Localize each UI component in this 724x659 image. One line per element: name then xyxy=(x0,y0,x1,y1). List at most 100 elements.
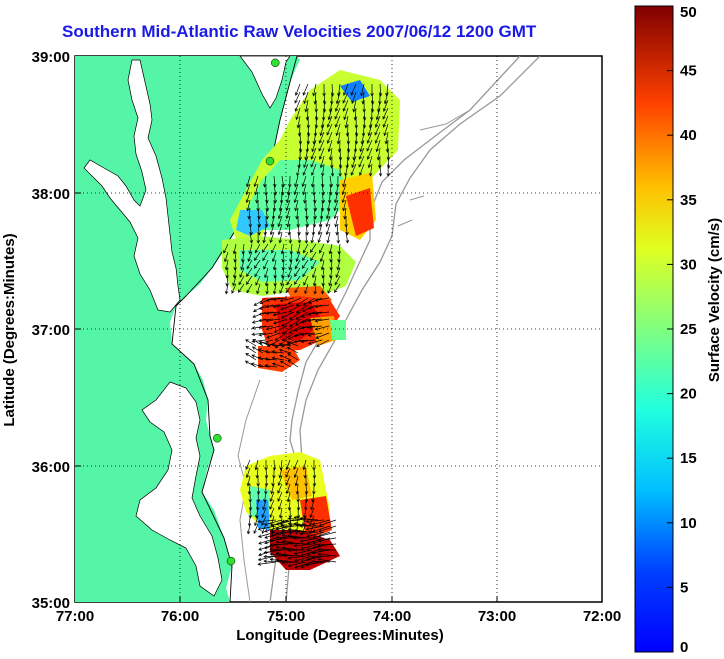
velocity-arrow xyxy=(257,531,277,538)
velocity-arrow xyxy=(326,123,333,136)
lon-tick: 77:00 xyxy=(56,608,94,625)
velocity-arrow xyxy=(246,267,253,277)
lat-tick: 38:00 xyxy=(32,186,70,203)
velocity-arrow xyxy=(293,191,299,204)
velocity-arrow xyxy=(310,499,315,511)
velocity-arrow xyxy=(299,543,319,550)
velocity-arrow xyxy=(360,83,365,97)
colorbar-tick-label: 15 xyxy=(680,450,697,467)
velocity-arrow xyxy=(342,91,349,104)
velocity-arrow xyxy=(278,499,283,511)
velocity-arrow xyxy=(319,243,325,254)
velocity-arrow xyxy=(281,524,301,528)
velocity-arrow xyxy=(269,231,275,244)
velocity-arrow xyxy=(383,123,389,137)
velocity-arrow xyxy=(275,545,295,551)
velocity-arrow xyxy=(302,259,309,269)
velocity-arrow xyxy=(265,311,281,315)
colorbar-tick-label: 45 xyxy=(680,63,697,80)
velocity-arrow xyxy=(318,139,325,152)
velocity-arrow xyxy=(374,115,381,128)
velocity-arrow xyxy=(288,304,302,313)
velocity-arrow xyxy=(335,91,341,105)
velocity-arrow xyxy=(285,459,291,471)
velocity-arrow xyxy=(286,191,291,204)
velocity-arrow xyxy=(281,332,295,342)
velocity-arrow xyxy=(293,459,299,470)
velocity-arrow xyxy=(300,549,319,557)
velocity-arrow xyxy=(257,525,277,531)
velocity-arrow xyxy=(296,243,301,255)
velocity-arrow xyxy=(294,283,301,294)
velocity-arrow xyxy=(310,175,315,188)
chesapeake-bay xyxy=(83,59,181,313)
velocity-arrow xyxy=(317,531,337,538)
velocity-arrow xyxy=(312,83,317,97)
velocity-arrow xyxy=(304,231,309,244)
velocity-arrow xyxy=(251,346,264,354)
velocity-arrow xyxy=(352,99,357,113)
velocity-arrow xyxy=(318,147,325,160)
velocity-arrow xyxy=(257,348,271,354)
velocity-arrow xyxy=(245,191,251,204)
velocity-arrow xyxy=(342,175,347,188)
velocity-arrow xyxy=(246,283,253,294)
velocity-arrow xyxy=(321,163,325,177)
velocity-arrow xyxy=(301,175,307,188)
velocity-arrow xyxy=(232,243,237,255)
velocity-arrow xyxy=(244,360,257,368)
velocity-arrow xyxy=(271,243,277,254)
velocity-arrow xyxy=(386,163,390,177)
velocity-arrow xyxy=(287,561,307,568)
radar-stations xyxy=(213,58,280,566)
velocity-arrow xyxy=(382,99,389,112)
velocity-arrow xyxy=(263,549,283,554)
velocity-arrow xyxy=(224,251,229,263)
velocity-arrow xyxy=(318,525,337,533)
velocity-arrow xyxy=(319,123,325,137)
velocity-arrow xyxy=(257,561,277,566)
velocity-arrow xyxy=(359,139,365,153)
velocity-arrow xyxy=(315,339,330,347)
velocity-arrow xyxy=(278,231,283,244)
velocity-arrow xyxy=(374,123,381,136)
lon-tick: 72:00 xyxy=(583,608,621,625)
velocity-arrow xyxy=(264,349,278,354)
velocity-arrow xyxy=(285,475,291,486)
velocity-arrow xyxy=(246,175,251,188)
velocity-arrow xyxy=(299,537,319,543)
velocity-arrow xyxy=(257,519,277,524)
velocity-arrow xyxy=(278,507,283,519)
velocity-arrow xyxy=(293,529,313,533)
velocity-arrow xyxy=(312,275,317,287)
velocity-arrow xyxy=(254,251,261,262)
velocity-vectors xyxy=(223,83,391,569)
velocity-arrow xyxy=(294,555,313,563)
velocity-arrow xyxy=(314,325,330,331)
velocity-arrow xyxy=(245,459,251,470)
colorbar-tick-label: 5 xyxy=(680,579,688,596)
velocity-arrow xyxy=(287,516,307,521)
velocity-arrow xyxy=(294,275,301,285)
velocity-arrow xyxy=(367,123,373,137)
velocity-arrow xyxy=(277,483,283,494)
velocity-arrow xyxy=(287,548,307,553)
velocity-arrow xyxy=(344,115,349,129)
velocity-arrow xyxy=(297,231,302,244)
velocity-arrow xyxy=(336,131,341,145)
colorbar: 0 5 10 15 20 25 30 35 40 45 50 Surface Velocity (c… xyxy=(634,4,723,656)
velocity-arrow xyxy=(366,139,373,152)
velocity-arrow xyxy=(307,332,323,337)
velocity-arrow xyxy=(370,99,375,113)
velocity-arrow xyxy=(296,115,301,129)
velocity-arrow xyxy=(254,459,259,471)
velocity-arrow xyxy=(314,297,330,302)
velocity-arrow xyxy=(358,163,365,176)
velocity-arrow xyxy=(246,475,251,487)
velocity-arrow xyxy=(310,231,315,244)
velocity-arrow xyxy=(265,318,281,323)
velocity-arrow xyxy=(327,283,333,294)
velocity-arrow xyxy=(334,283,341,293)
velocity-arrow xyxy=(312,267,317,279)
velocity-arrow xyxy=(231,283,237,294)
